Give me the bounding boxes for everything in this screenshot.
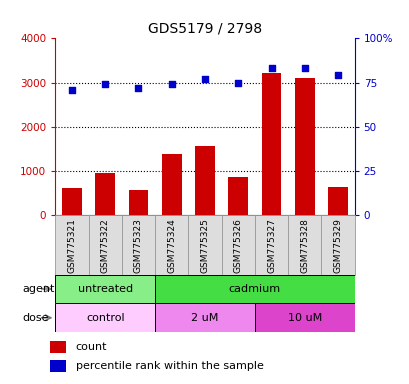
Text: percentile rank within the sample: percentile rank within the sample [75,361,263,371]
FancyBboxPatch shape [155,215,188,275]
Text: GSM775328: GSM775328 [299,218,308,273]
Text: GSM775325: GSM775325 [200,218,209,273]
Text: cadmium: cadmium [228,284,280,294]
Bar [162,154,181,215]
FancyBboxPatch shape [221,215,254,275]
Bar [50,341,66,353]
FancyBboxPatch shape [88,215,121,275]
Bar [228,177,247,215]
Bar [50,360,66,372]
Text: GSM775324: GSM775324 [167,218,176,273]
Point [201,76,208,82]
Bar [195,146,214,215]
Point [168,81,175,88]
Point [69,86,75,93]
Text: count: count [75,342,107,352]
Text: 2 uM: 2 uM [191,313,218,323]
Text: GSM775323: GSM775323 [134,218,143,273]
Bar [62,188,82,215]
FancyBboxPatch shape [121,215,155,275]
Text: control: control [86,313,124,323]
Text: GSM775327: GSM775327 [266,218,275,273]
Point [301,65,307,71]
FancyBboxPatch shape [155,303,254,332]
Text: agent: agent [22,284,55,294]
Bar [294,78,314,215]
Text: 10 uM: 10 uM [287,313,321,323]
Point [334,73,340,79]
Text: untreated: untreated [77,284,133,294]
FancyBboxPatch shape [188,215,221,275]
Bar [95,173,115,215]
FancyBboxPatch shape [254,215,288,275]
FancyBboxPatch shape [288,215,321,275]
FancyBboxPatch shape [321,215,354,275]
Point [234,79,241,86]
Title: GDS5179 / 2798: GDS5179 / 2798 [148,22,261,36]
Point [135,85,142,91]
Bar [128,190,148,215]
Text: dose: dose [22,313,49,323]
Point [102,81,108,88]
Text: GSM775329: GSM775329 [333,218,342,273]
Text: GSM775326: GSM775326 [233,218,242,273]
Point [267,65,274,71]
FancyBboxPatch shape [155,275,354,303]
Bar [327,187,347,215]
FancyBboxPatch shape [55,215,88,275]
Text: GSM775322: GSM775322 [101,218,110,273]
Bar [261,73,281,215]
FancyBboxPatch shape [254,303,354,332]
FancyBboxPatch shape [55,275,155,303]
Text: GSM775321: GSM775321 [67,218,76,273]
FancyBboxPatch shape [55,303,155,332]
